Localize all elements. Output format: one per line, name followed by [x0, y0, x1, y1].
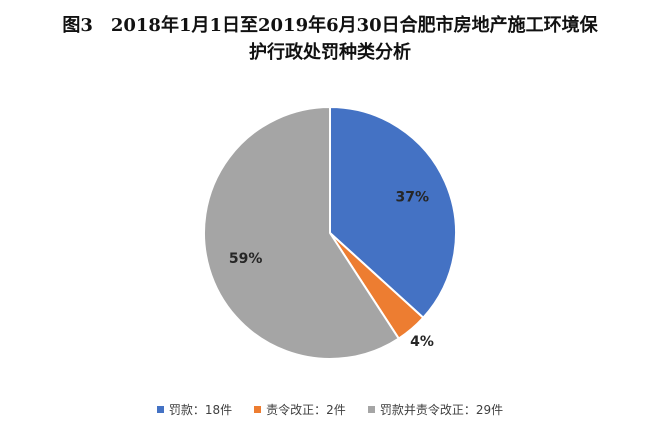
legend-label-both: 罚款并责令改正：29件 — [379, 403, 504, 417]
pie-slices — [203, 105, 457, 360]
chart-title-line-1: 图3 2018年1月1日至2019年6月30日合肥市房地产施工环境保 — [62, 15, 598, 36]
data-label-both: 59% — [229, 251, 263, 267]
legend-swatch-both — [367, 406, 375, 413]
legend-item-zeling: 责令改正：2件 — [254, 401, 346, 418]
chart-legend: 罚款：18件 责令改正：2件 罚款并责令改正：29件 — [0, 401, 660, 418]
legend-swatch-fakuan — [156, 406, 164, 413]
pie-slice-both — [203, 105, 401, 360]
chart-title: 图3 2018年1月1日至2019年6月30日合肥市房地产施工环境保 护行政处罚… — [0, 12, 660, 66]
data-label-zeling: 4% — [410, 334, 434, 350]
pie-data-labels: 37% 4% 59% — [229, 190, 434, 351]
legend-item-both: 罚款并责令改正：29件 — [367, 401, 504, 418]
legend-label-fakuan: 罚款：18件 — [168, 403, 233, 417]
pie-slice-fakuan — [329, 105, 457, 320]
legend-swatch-zeling — [254, 406, 262, 413]
legend-item-fakuan: 罚款：18件 — [156, 401, 233, 418]
data-label-fakuan: 37% — [396, 190, 430, 206]
legend-label-zeling: 责令改正：2件 — [266, 403, 346, 417]
chart-title-line-2: 护行政处罚种类分析 — [249, 42, 411, 63]
